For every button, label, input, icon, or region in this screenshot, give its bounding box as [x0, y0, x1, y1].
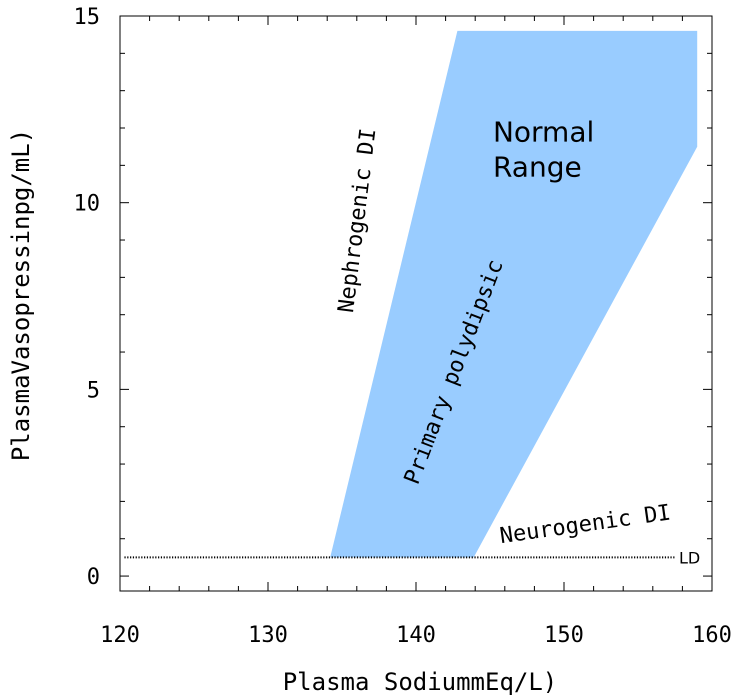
y-tick-label: 10 [74, 192, 101, 217]
x-tick-label: 140 [396, 623, 436, 648]
y-tick-label: 0 [87, 565, 100, 590]
y-axis-label: PlasmaVasopressinpg/mL) [7, 129, 35, 461]
x-tick-label: 120 [100, 623, 140, 648]
plot-area: LD [124, 30, 700, 567]
x-tick-label: 160 [692, 623, 732, 648]
x-tick-label: 150 [544, 623, 584, 648]
y-tick-label: 15 [74, 5, 101, 30]
axes: 120 130 140 150 160 0 5 10 15 [74, 5, 732, 648]
detection-limit-label: LD [679, 548, 700, 567]
annotation-neurogenic: Neurogenic DI [498, 500, 672, 549]
y-tick-label: 5 [87, 378, 100, 403]
normal-range-area [330, 30, 698, 558]
annotation-normal: Normal Range [493, 115, 594, 183]
annotation-nephrogenic: Nephrogenic DI [334, 127, 381, 314]
x-tick-label: 130 [248, 623, 288, 648]
x-axis-label: Plasma SodiummEq/L) [283, 668, 558, 696]
